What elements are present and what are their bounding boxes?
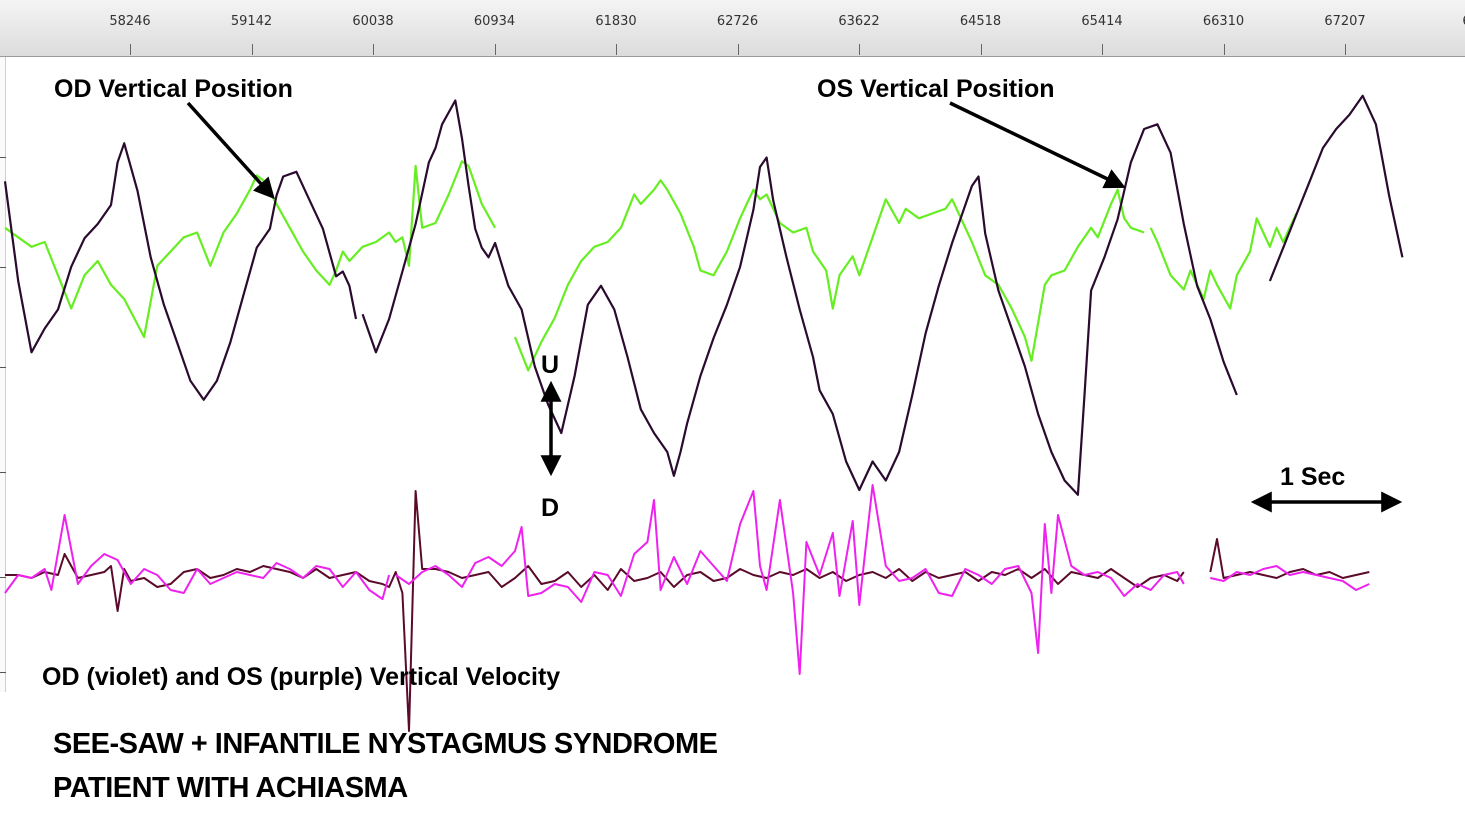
up-label: U: [541, 351, 560, 379]
time-scale-label: 1 Sec: [1280, 463, 1346, 491]
ruler-tick-label: 59142: [230, 14, 273, 29]
os-vertical-velocity-trace-segment: [5, 490, 1185, 732]
ruler-tick-label: 66310: [1202, 14, 1245, 29]
ruler-tick-label: 65414: [1081, 14, 1123, 29]
ruler-tick-mark: [130, 44, 131, 55]
ruler-tick-mark: [251, 44, 253, 55]
velocity-legend-label: OD (violet) and OS (purple) Vertical Vel…: [42, 663, 561, 691]
left-axis-tick: [0, 577, 6, 578]
od-position-pointer-arrow: [186, 101, 275, 200]
od-vertical-position-trace-segment: [513, 179, 1145, 372]
ruler-tick-label: 58246: [109, 14, 151, 29]
plot-left-edge: [0, 57, 6, 692]
os-vertical-velocity-trace-segment: [1209, 538, 1370, 579]
od-vertical-velocity-trace-segment: [395, 484, 1185, 675]
od-vertical-position-trace-segment: [1149, 213, 1298, 310]
caption-line-2: PATIENT WITH ACHIASMA: [53, 772, 408, 804]
ruler-tick-label: 67207: [1324, 14, 1366, 29]
ruler-tick-mark: [1345, 44, 1346, 55]
ruler-tick-label: 64518: [959, 14, 1002, 29]
ruler-tick-label: 61830: [595, 14, 637, 29]
left-axis-tick: [0, 472, 6, 473]
time-ruler: 58246 59142 60038 60934 61830 62726 63622 64518…: [0, 0, 1465, 57]
ruler-tick-label: 63622: [838, 14, 880, 29]
down-label: D: [541, 494, 560, 522]
os-position-pointer-arrow: [949, 101, 1126, 189]
od-vertical-position-trace-segment: [4, 160, 497, 339]
series-layer: [3, 94, 1404, 732]
od-vertical-velocity-trace-segment: [1210, 565, 1370, 591]
ruler-tick-mark: [494, 44, 496, 55]
ruler-tick-mark: [616, 44, 617, 55]
os-vertical-position-trace-segment: [1268, 94, 1404, 282]
os-position-label: OS Vertical Position: [817, 75, 1055, 103]
ruler-tick-mark: [1223, 44, 1225, 55]
ruler-tick-mark: [1102, 44, 1103, 55]
left-axis-tick: [0, 367, 6, 368]
ruler-tick-mark: [980, 44, 982, 55]
ruler-tick-mark: [737, 44, 739, 55]
caption-line-1: SEE-SAW + INFANTILE NYSTAGMUS SYNDROME: [53, 728, 718, 760]
ruler-tick-mark: [859, 44, 860, 55]
ruler-tick-label: 6: [1462, 14, 1465, 29]
ruler-tick-label: 62726: [716, 14, 759, 29]
left-axis-tick: [0, 157, 6, 158]
os-vertical-position-trace-segment: [361, 99, 1238, 496]
ruler-tick-label: 60038: [352, 14, 394, 29]
left-axis-tick: [0, 267, 6, 268]
os-vertical-position-trace-segment: [3, 142, 358, 401]
left-axis-tick: [0, 672, 6, 673]
od-position-label: OD Vertical Position: [54, 75, 293, 103]
od-vertical-velocity-trace-segment: [4, 514, 391, 600]
ruler-tick-label: 60934: [473, 14, 516, 29]
ruler-tick-mark: [373, 44, 374, 55]
